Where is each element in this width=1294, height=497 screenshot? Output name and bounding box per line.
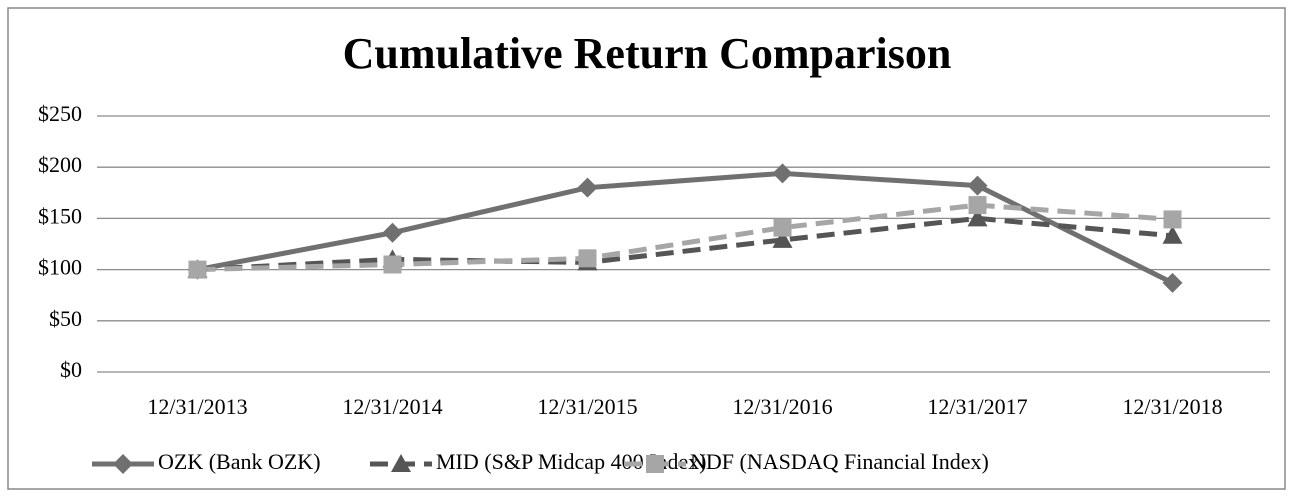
x-tick-label: 12/31/2016 bbox=[732, 394, 832, 419]
series-line bbox=[197, 215, 1173, 273]
y-tick-label: $150 bbox=[38, 203, 82, 228]
x-tick-label: 12/31/2018 bbox=[1122, 394, 1222, 419]
legend-item: NDF (NASDAQ Financial Index) bbox=[624, 449, 989, 474]
series-line bbox=[197, 170, 1174, 286]
marker bbox=[1163, 210, 1182, 229]
marker bbox=[968, 196, 987, 215]
marker bbox=[578, 249, 597, 268]
marker bbox=[382, 222, 403, 243]
y-tick-label: $250 bbox=[38, 101, 82, 126]
marker bbox=[772, 229, 793, 248]
marker bbox=[772, 163, 793, 184]
legend-marker bbox=[391, 454, 411, 472]
marker bbox=[577, 177, 598, 198]
marker bbox=[967, 208, 988, 227]
legend-marker bbox=[113, 454, 133, 474]
y-tick-label: $100 bbox=[38, 255, 82, 280]
x-tick-label: 12/31/2017 bbox=[927, 394, 1027, 419]
y-tick-label: $0 bbox=[60, 357, 82, 382]
marker bbox=[188, 260, 207, 279]
y-tick-label: $50 bbox=[49, 306, 82, 331]
x-tick-label: 12/31/2013 bbox=[147, 394, 247, 419]
marker bbox=[967, 175, 988, 196]
legend-item: OZK (Bank OZK) bbox=[92, 449, 321, 474]
legend-label: OZK (Bank OZK) bbox=[158, 449, 321, 474]
legend-marker bbox=[646, 455, 664, 473]
y-tick-label: $200 bbox=[38, 152, 82, 177]
marker bbox=[1162, 272, 1183, 293]
marker bbox=[1162, 225, 1183, 244]
chart-title: Cumulative Return Comparison bbox=[343, 29, 952, 78]
marker bbox=[773, 218, 792, 237]
marker bbox=[383, 255, 402, 274]
legend-label: NDF (NASDAQ Financial Index) bbox=[690, 449, 989, 474]
x-tick-label: 12/31/2015 bbox=[537, 394, 637, 419]
x-tick-label: 12/31/2014 bbox=[342, 394, 442, 419]
series-line bbox=[197, 202, 1173, 273]
